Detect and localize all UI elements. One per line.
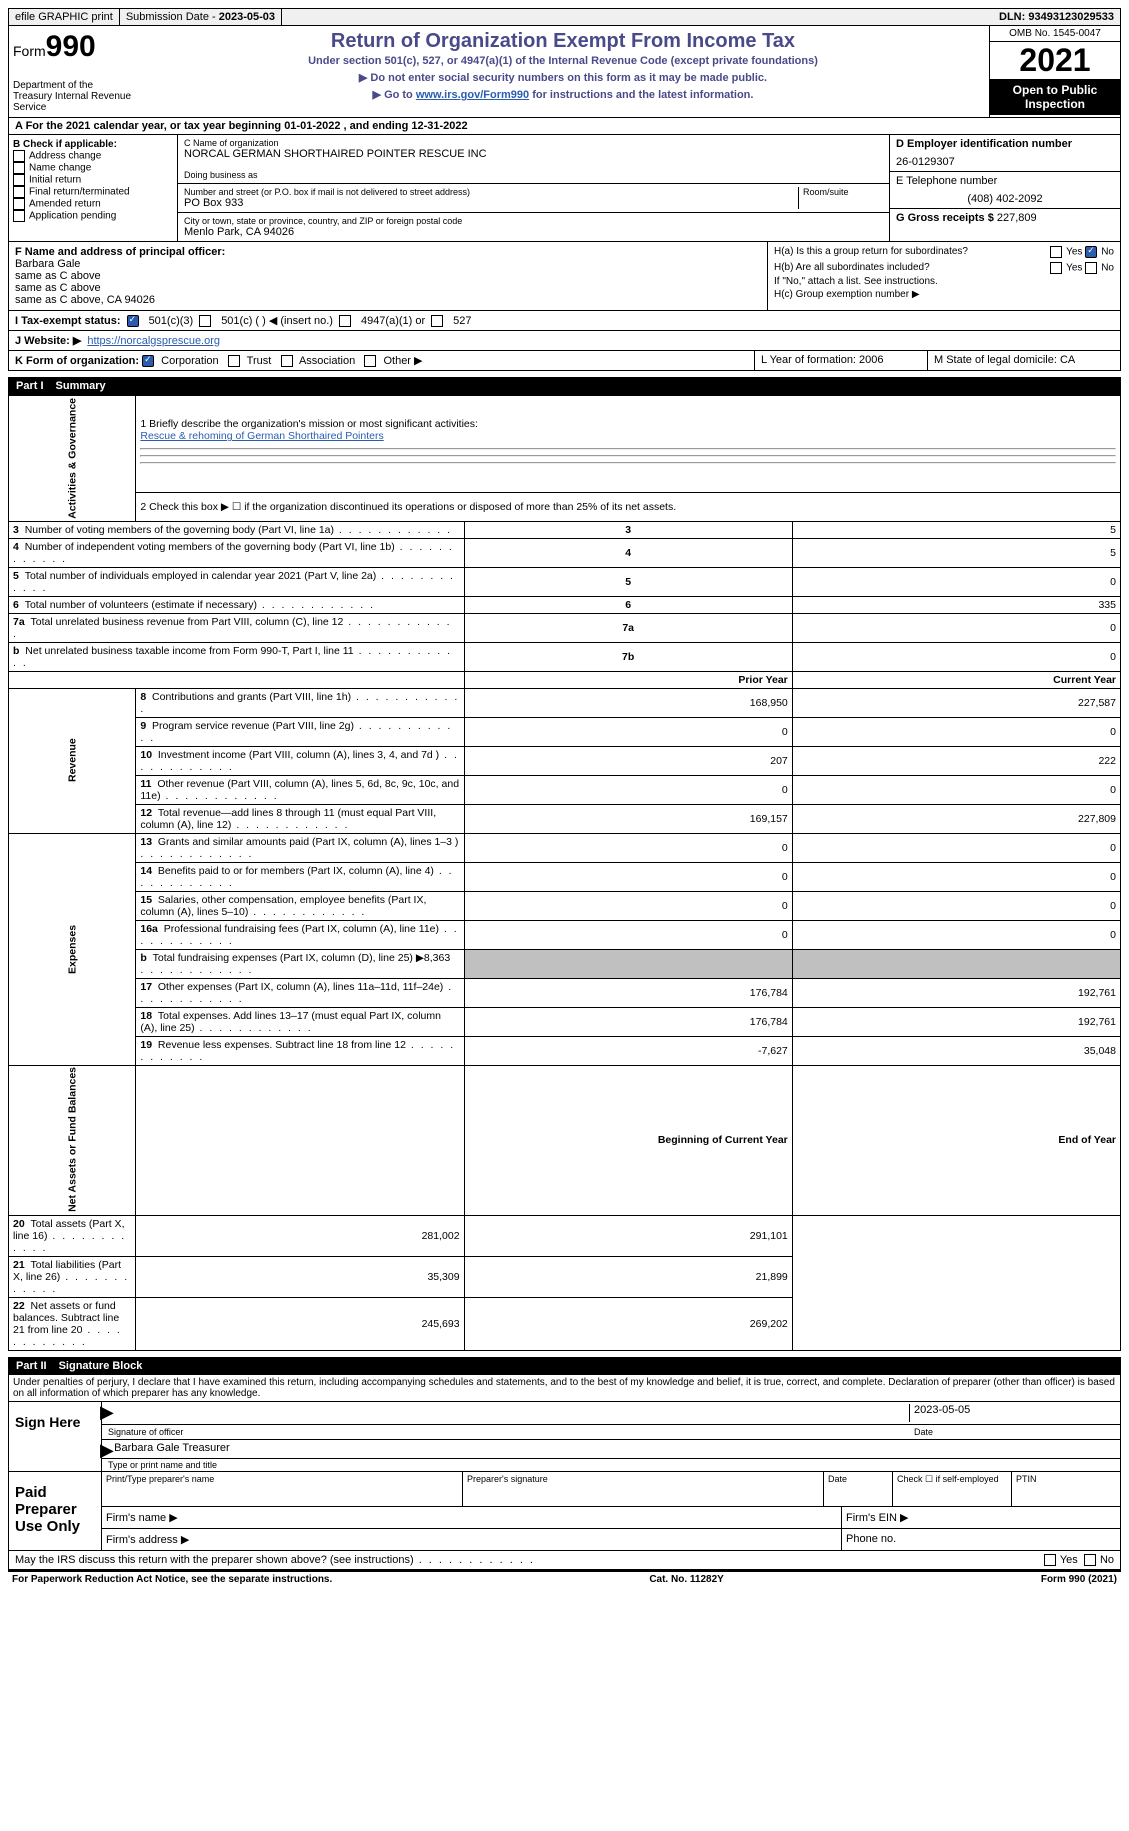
penalties-text: Under penalties of perjury, I declare th…	[8, 1375, 1121, 1402]
form-id-block: Form990 Department of the Treasury Inter…	[9, 26, 137, 117]
ha-yes-checkbox[interactable]	[1050, 246, 1062, 258]
signature-block: Sign Here ▶ 2023-05-05 Signature of offi…	[8, 1402, 1121, 1551]
efile-label: efile GRAPHIC print	[9, 9, 120, 25]
k-checkbox[interactable]	[364, 355, 376, 367]
table-row: 14 Benefits paid to or for members (Part…	[9, 862, 1121, 891]
table-row: 17 Other expenses (Part IX, column (A), …	[9, 978, 1121, 1007]
side-governance: Activities & Governance	[9, 396, 136, 522]
ha-no-checkbox[interactable]	[1085, 246, 1097, 258]
note-link: ▶ Go to www.irs.gov/Form990 for instruct…	[145, 88, 981, 101]
mission-text: Rescue & rehoming of German Shorthaired …	[140, 430, 1116, 442]
discuss-no-checkbox[interactable]	[1084, 1554, 1096, 1566]
note-ssn: ▶ Do not enter social security numbers o…	[145, 71, 981, 84]
colb-checkbox[interactable]	[13, 198, 25, 210]
public-inspection: Open to Public Inspection	[990, 79, 1120, 115]
form-title: Return of Organization Exempt From Incom…	[145, 30, 981, 53]
col-f-officer: F Name and address of principal officer:…	[9, 242, 767, 310]
part-i-header: Part I Summary	[8, 377, 1121, 395]
city-cell: City or town, state or province, country…	[178, 213, 889, 241]
table-row: 5 Total number of individuals employed i…	[9, 567, 1121, 596]
omb-number: OMB No. 1545-0047	[990, 26, 1120, 42]
org-name-cell: C Name of organization NORCAL GERMAN SHO…	[178, 135, 889, 184]
col-d-info: D Employer identification number 26-0129…	[889, 135, 1120, 241]
table-row: 20 Total assets (Part X, line 16)281,002…	[9, 1215, 1121, 1256]
header-title-block: Return of Organization Exempt From Incom…	[137, 26, 989, 117]
table-row: 16a Professional fundraising fees (Part …	[9, 920, 1121, 949]
table-row: 21 Total liabilities (Part X, line 26)35…	[9, 1256, 1121, 1297]
addr-cell: Number and street (or P.O. box if mail i…	[178, 184, 889, 213]
arrow-icon: ▶	[100, 1402, 114, 1423]
table-row: 15 Salaries, other compensation, employe…	[9, 891, 1121, 920]
k-checkbox[interactable]	[142, 355, 154, 367]
section-b-c-d: B Check if applicable: Address changeNam…	[8, 135, 1121, 242]
colb-checkbox[interactable]	[13, 162, 25, 174]
table-row: 12 Total revenue—add lines 8 through 11 …	[9, 804, 1121, 833]
501c-checkbox[interactable]	[199, 315, 211, 327]
table-row: 4 Number of independent voting members o…	[9, 538, 1121, 567]
arrow-icon: ▶	[100, 1440, 114, 1461]
row-a-taxyear: A For the 2021 calendar year, or tax yea…	[8, 118, 1121, 135]
line-2: 2 Check this box ▶ ☐ if the organization…	[136, 492, 1121, 521]
table-row: b Total fundraising expenses (Part IX, c…	[9, 949, 1121, 978]
colb-checkbox[interactable]	[13, 174, 25, 186]
table-row: 10 Investment income (Part VIII, column …	[9, 746, 1121, 775]
table-row: 22 Net assets or fund balances. Subtract…	[9, 1297, 1121, 1350]
table-row: Expenses13 Grants and similar amounts pa…	[9, 833, 1121, 862]
part-ii-header: Part II Signature Block	[8, 1357, 1121, 1375]
top-bar: efile GRAPHIC print Submission Date - 20…	[8, 8, 1121, 26]
col-b-checkboxes: B Check if applicable: Address changeNam…	[9, 135, 178, 241]
colb-checkbox[interactable]	[13, 210, 25, 222]
table-row: b Net unrelated business taxable income …	[9, 642, 1121, 671]
row-k: K Form of organization: Corporation Trus…	[8, 351, 1121, 371]
col-h-group: H(a) Is this a group return for subordin…	[767, 242, 1120, 310]
website-link[interactable]: https://norcalgsprescue.org	[87, 335, 220, 347]
hb-no-checkbox[interactable]	[1085, 262, 1097, 274]
side-net: Net Assets or Fund Balances	[9, 1065, 136, 1215]
summary-table: Activities & Governance 1 Briefly descri…	[8, 395, 1121, 1351]
state-domicile: M State of legal domicile: CA	[927, 351, 1120, 370]
colb-checkbox[interactable]	[13, 186, 25, 198]
row-i-tax-status: I Tax-exempt status: 501(c)(3) 501(c) ( …	[8, 311, 1121, 331]
527-checkbox[interactable]	[431, 315, 443, 327]
4947-checkbox[interactable]	[339, 315, 351, 327]
k-checkbox[interactable]	[281, 355, 293, 367]
k-checkbox[interactable]	[228, 355, 240, 367]
ein-cell: D Employer identification number 26-0129…	[890, 135, 1120, 172]
tel-cell: E Telephone number (408) 402-2092	[890, 172, 1120, 209]
section-f-h: F Name and address of principal officer:…	[8, 242, 1121, 311]
year-formation: L Year of formation: 2006	[754, 351, 927, 370]
header-right-block: OMB No. 1545-0047 2021 Open to Public In…	[989, 26, 1120, 117]
table-row: 7a Total unrelated business revenue from…	[9, 613, 1121, 642]
hb-yes-checkbox[interactable]	[1050, 262, 1062, 274]
form-subtitle: Under section 501(c), 527, or 4947(a)(1)…	[145, 55, 981, 67]
table-row: 11 Other revenue (Part VIII, column (A),…	[9, 775, 1121, 804]
submission-date: Submission Date - 2023-05-03	[120, 9, 282, 25]
table-row: Revenue8 Contributions and grants (Part …	[9, 688, 1121, 717]
row-j-website: J Website: ▶ https://norcalgsprescue.org	[8, 331, 1121, 351]
paid-preparer-label: Paid Preparer Use Only	[9, 1472, 101, 1550]
dept-label: Department of the Treasury Internal Reve…	[13, 80, 133, 113]
501c3-checkbox[interactable]	[127, 315, 139, 327]
table-row: 6 Total number of volunteers (estimate i…	[9, 596, 1121, 613]
colb-checkbox[interactable]	[13, 150, 25, 162]
table-row: 3 Number of voting members of the govern…	[9, 521, 1121, 538]
irs-link[interactable]: www.irs.gov/Form990	[416, 89, 529, 101]
table-row: 18 Total expenses. Add lines 13–17 (must…	[9, 1007, 1121, 1036]
col-c-org: C Name of organization NORCAL GERMAN SHO…	[178, 135, 889, 241]
discuss-yes-checkbox[interactable]	[1044, 1554, 1056, 1566]
form-header: Form990 Department of the Treasury Inter…	[8, 26, 1121, 118]
dln: DLN: 93493123029533	[993, 9, 1120, 25]
gross-cell: G Gross receipts $ 227,809	[890, 209, 1120, 227]
may-discuss-row: May the IRS discuss this return with the…	[8, 1551, 1121, 1570]
footer: For Paperwork Reduction Act Notice, see …	[8, 1570, 1121, 1587]
table-row: 19 Revenue less expenses. Subtract line …	[9, 1036, 1121, 1065]
table-row: 9 Program service revenue (Part VIII, li…	[9, 717, 1121, 746]
tax-year: 2021	[990, 42, 1120, 79]
sign-here-label: Sign Here	[9, 1402, 101, 1471]
